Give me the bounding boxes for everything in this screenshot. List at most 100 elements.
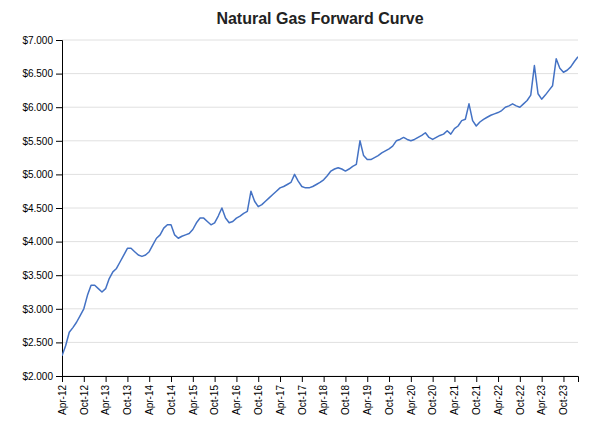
y-tick-mark (56, 275, 62, 276)
x-tick-label: Apr-18 (318, 385, 329, 415)
y-tick: $2.000 (22, 371, 62, 382)
x-tick: Oct-15 (209, 376, 220, 415)
grid-line (62, 140, 578, 141)
y-axis-line (56, 41, 63, 377)
x-tick-mark (171, 376, 172, 382)
y-tick-mark (56, 107, 62, 108)
y-tick-mark (56, 208, 62, 209)
y-tick: $7.000 (22, 35, 62, 46)
y-axis: $2.000 $2.500 $3.000 $3.500 $4.000 $4.500 $5.0… (22, 35, 62, 382)
x-tick: Oct-20 (427, 376, 438, 415)
grid-line (62, 208, 578, 209)
y-tick: $3.000 (22, 304, 62, 315)
x-tick-mark (520, 376, 521, 382)
y-tick-label: $5.000 (22, 169, 53, 180)
x-tick-mark (302, 376, 303, 382)
y-tick-mark (56, 141, 62, 142)
y-tick-mark (56, 174, 62, 175)
x-tick: Oct-13 (122, 376, 133, 415)
y-tick: $5.000 (22, 169, 62, 180)
x-tick-label: Apr-14 (144, 385, 155, 415)
x-tick-mark (542, 376, 543, 382)
x-tick-mark (258, 376, 259, 382)
x-tick-label: Apr-20 (406, 385, 417, 415)
y-tick-mark (56, 376, 62, 377)
y-tick: $2.500 (22, 337, 62, 348)
y-tick-label: $4.500 (22, 203, 53, 214)
grid-line (62, 308, 578, 309)
x-tick-label: Oct-21 (471, 385, 482, 415)
x-tick: Oct-22 (515, 376, 526, 415)
x-tick-mark (367, 376, 368, 382)
y-tick-label: $3.000 (22, 304, 53, 315)
x-tick-mark (476, 376, 477, 382)
x-tick-mark (127, 376, 128, 382)
y-tick-label: $6.000 (22, 102, 53, 113)
x-tick-label: Apr-23 (536, 385, 547, 415)
y-tick: $6.500 (22, 68, 62, 79)
x-tick-label: Oct-13 (122, 385, 133, 415)
x-tick-mark (498, 376, 499, 382)
grid-line (62, 73, 578, 74)
x-tick: Oct-12 (79, 376, 90, 415)
x-tick-mark (215, 376, 216, 382)
x-tick-label: Oct-23 (558, 385, 569, 415)
x-tick: Oct-19 (384, 376, 395, 415)
y-tick-mark (56, 74, 62, 75)
y-tick: $5.500 (22, 136, 62, 147)
x-tick: Apr-19 (362, 376, 373, 415)
x-tick-label: Oct-17 (297, 385, 308, 415)
y-tick-label: $2.000 (22, 371, 53, 382)
x-tick: Oct-14 (166, 376, 177, 415)
grid-line (62, 342, 578, 343)
y-tick-label: $6.500 (22, 68, 53, 79)
x-tick-mark (563, 376, 564, 382)
x-tick: Apr-18 (318, 376, 329, 415)
x-tick-label: Apr-15 (188, 385, 199, 415)
x-tick-label: Oct-16 (253, 385, 264, 415)
x-tick-mark (280, 376, 281, 382)
plot-area: $2.000 $2.500 $3.000 $3.500 $4.000 $4.500 $5.0… (22, 35, 578, 415)
x-tick-mark (345, 376, 346, 382)
x-axis-line (63, 377, 579, 383)
y-tick: $3.500 (22, 270, 62, 281)
marks (62, 57, 578, 356)
y-tick-mark (56, 309, 62, 310)
x-tick-label: Oct-15 (209, 385, 220, 415)
x-tick-label: Apr-16 (231, 385, 242, 415)
x-tick-mark (324, 376, 325, 382)
x-tick: Apr-17 (275, 376, 286, 415)
x-tick: Apr-14 (144, 376, 155, 415)
grid-line (62, 275, 578, 276)
x-tick: Oct-16 (253, 376, 264, 415)
y-tick-label: $7.000 (22, 35, 53, 46)
x-tick: Apr-15 (188, 376, 199, 415)
x-tick-label: Oct-22 (515, 385, 526, 415)
x-axis: Apr-12 Oct-12 Apr-13 Oct-13 Apr-14 Oct-14 Apr-… (57, 376, 579, 415)
x-tick-mark (149, 376, 150, 382)
x-tick-mark (411, 376, 412, 382)
grid (62, 40, 578, 376)
x-tick-mark (389, 376, 390, 382)
x-tick-label: Oct-20 (427, 385, 438, 415)
grid-line (62, 107, 578, 108)
y-tick-label: $5.500 (22, 136, 53, 147)
x-tick-label: Oct-18 (340, 385, 351, 415)
y-tick-mark (56, 242, 62, 243)
x-tick-label: Apr-12 (57, 385, 68, 415)
x-tick: Apr-13 (100, 376, 111, 415)
x-tick-mark (106, 376, 107, 382)
y-tick: $4.000 (22, 236, 62, 247)
x-tick-label: Apr-13 (100, 385, 111, 415)
y-tick-mark (56, 40, 62, 41)
y-tick-label: $3.500 (22, 270, 53, 281)
y-tick: $6.000 (22, 102, 62, 113)
grid-line (62, 241, 578, 242)
x-tick: Oct-18 (340, 376, 351, 415)
x-tick-label: Oct-19 (384, 385, 395, 415)
x-tick: Apr-16 (231, 376, 242, 415)
x-tick: Oct-23 (558, 376, 569, 415)
y-tick-mark (56, 342, 62, 343)
x-tick-mark (433, 376, 434, 382)
x-tick-label: Oct-12 (79, 385, 90, 415)
